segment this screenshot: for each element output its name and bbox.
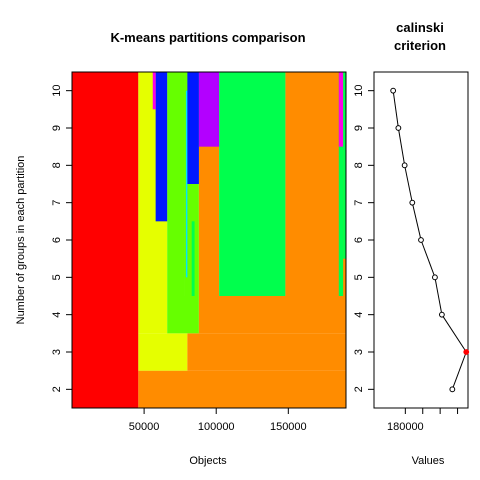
criterion-line-segment xyxy=(434,277,443,315)
heatmap-y-tick-label: 3 xyxy=(51,349,63,355)
criterion-y-tick-label: 10 xyxy=(353,85,365,97)
heatmap-y-tick-label: 9 xyxy=(51,125,63,131)
criterion-point xyxy=(432,274,438,281)
heatmap-cell-yellow xyxy=(138,296,168,334)
heatmap-x-label: Objects xyxy=(189,455,227,467)
heatmap-cell-orange xyxy=(285,258,341,296)
criterion-y-tick-label: 8 xyxy=(353,162,365,168)
criterion-line-segment xyxy=(404,165,413,203)
criterion-points xyxy=(390,87,470,393)
heatmap-y-tick-label: 7 xyxy=(51,200,63,206)
heatmap-y-tick-label: 5 xyxy=(51,274,63,280)
heatmap-x-axis: 50000 100000 150000 xyxy=(129,408,307,433)
heatmap-y-axis: 2 3 4 5 6 7 8 9 10 xyxy=(51,85,72,392)
heatmap-cell-green xyxy=(219,72,286,296)
criterion-line-segment xyxy=(392,90,399,129)
heatmap-cell-green xyxy=(191,221,195,296)
partitions-heatmap-panel: K-means partitions comparison 50000 10000… xyxy=(15,30,347,467)
criterion-x-axis: 180000 xyxy=(387,408,459,433)
heatmap-cell-blue xyxy=(187,72,199,184)
heatmap-cell-orange xyxy=(198,296,346,334)
heatmap-y-tick-label: 8 xyxy=(51,162,63,168)
heatmap-cell-red xyxy=(72,72,139,408)
heatmap-cell-orange xyxy=(138,370,346,408)
criterion-point xyxy=(438,311,445,318)
heatmap-cell-purple xyxy=(198,72,220,147)
heatmap-y-tick-label: 6 xyxy=(51,237,63,243)
criterion-title-line-2: criterion xyxy=(394,38,446,53)
heatmap-title: K-means partitions comparison xyxy=(110,30,305,45)
criterion-line-segment xyxy=(451,351,467,390)
heatmap-cell-lime xyxy=(167,72,185,296)
criterion-line-segment xyxy=(397,127,406,166)
heatmap-y-tick-label: 10 xyxy=(51,85,63,97)
heatmap-cells xyxy=(72,72,346,408)
criterion-point xyxy=(409,199,416,206)
heatmap-cell-green xyxy=(338,72,344,296)
heatmap-cell-magenta xyxy=(338,72,344,147)
heatmap-cell-blue xyxy=(155,72,168,222)
criterion-point xyxy=(449,386,456,393)
criterion-line xyxy=(392,90,467,390)
criterion-point xyxy=(401,162,408,169)
heatmap-x-tick-label: 50000 xyxy=(129,421,160,433)
heatmap-y-label: Number of groups in each partition xyxy=(15,156,27,325)
heatmap-y-tick-label: 4 xyxy=(51,312,63,318)
criterion-y-tick-label: 9 xyxy=(353,125,365,131)
criterion-line-segment xyxy=(420,239,436,278)
heatmap-cell-lime xyxy=(167,296,199,334)
criterion-line-segment xyxy=(411,202,422,241)
criterion-y-tick-label: 3 xyxy=(353,349,365,355)
criterion-y-tick-label: 2 xyxy=(353,386,365,392)
criterion-point xyxy=(418,237,424,243)
heatmap-cell-cyan xyxy=(185,90,188,278)
heatmap-x-tick-label: 100000 xyxy=(198,421,235,433)
heatmap-cell-magenta xyxy=(152,72,156,110)
heatmap-cell-green xyxy=(343,72,346,259)
criterion-y-tick-label: 4 xyxy=(353,312,365,318)
heatmap-x-tick-label: 150000 xyxy=(270,421,307,433)
criterion-x-label: Values xyxy=(412,455,445,467)
criterion-y-tick-label: 6 xyxy=(353,237,365,243)
criterion-point xyxy=(390,87,397,94)
heatmap-cell-orange xyxy=(187,333,346,371)
criterion-x-tick-label: 180000 xyxy=(387,421,424,433)
criterion-y-tick-label: 7 xyxy=(353,200,365,206)
heatmap-cell-yellow xyxy=(138,333,188,371)
criterion-point xyxy=(395,125,402,131)
criterion-y-tick-label: 5 xyxy=(353,274,365,280)
criterion-y-axis: 2 3 4 5 6 7 8 9 10 xyxy=(353,85,374,392)
criterion-point-best xyxy=(463,349,470,355)
calinski-criterion-panel: calinski criterion 180000 2 3 4 5 6 7 8 9 10 Val… xyxy=(353,20,470,467)
criterion-line-segment xyxy=(441,314,467,353)
heatmap-y-tick-label: 2 xyxy=(51,386,63,392)
criterion-title-line-1: calinski xyxy=(396,20,444,35)
